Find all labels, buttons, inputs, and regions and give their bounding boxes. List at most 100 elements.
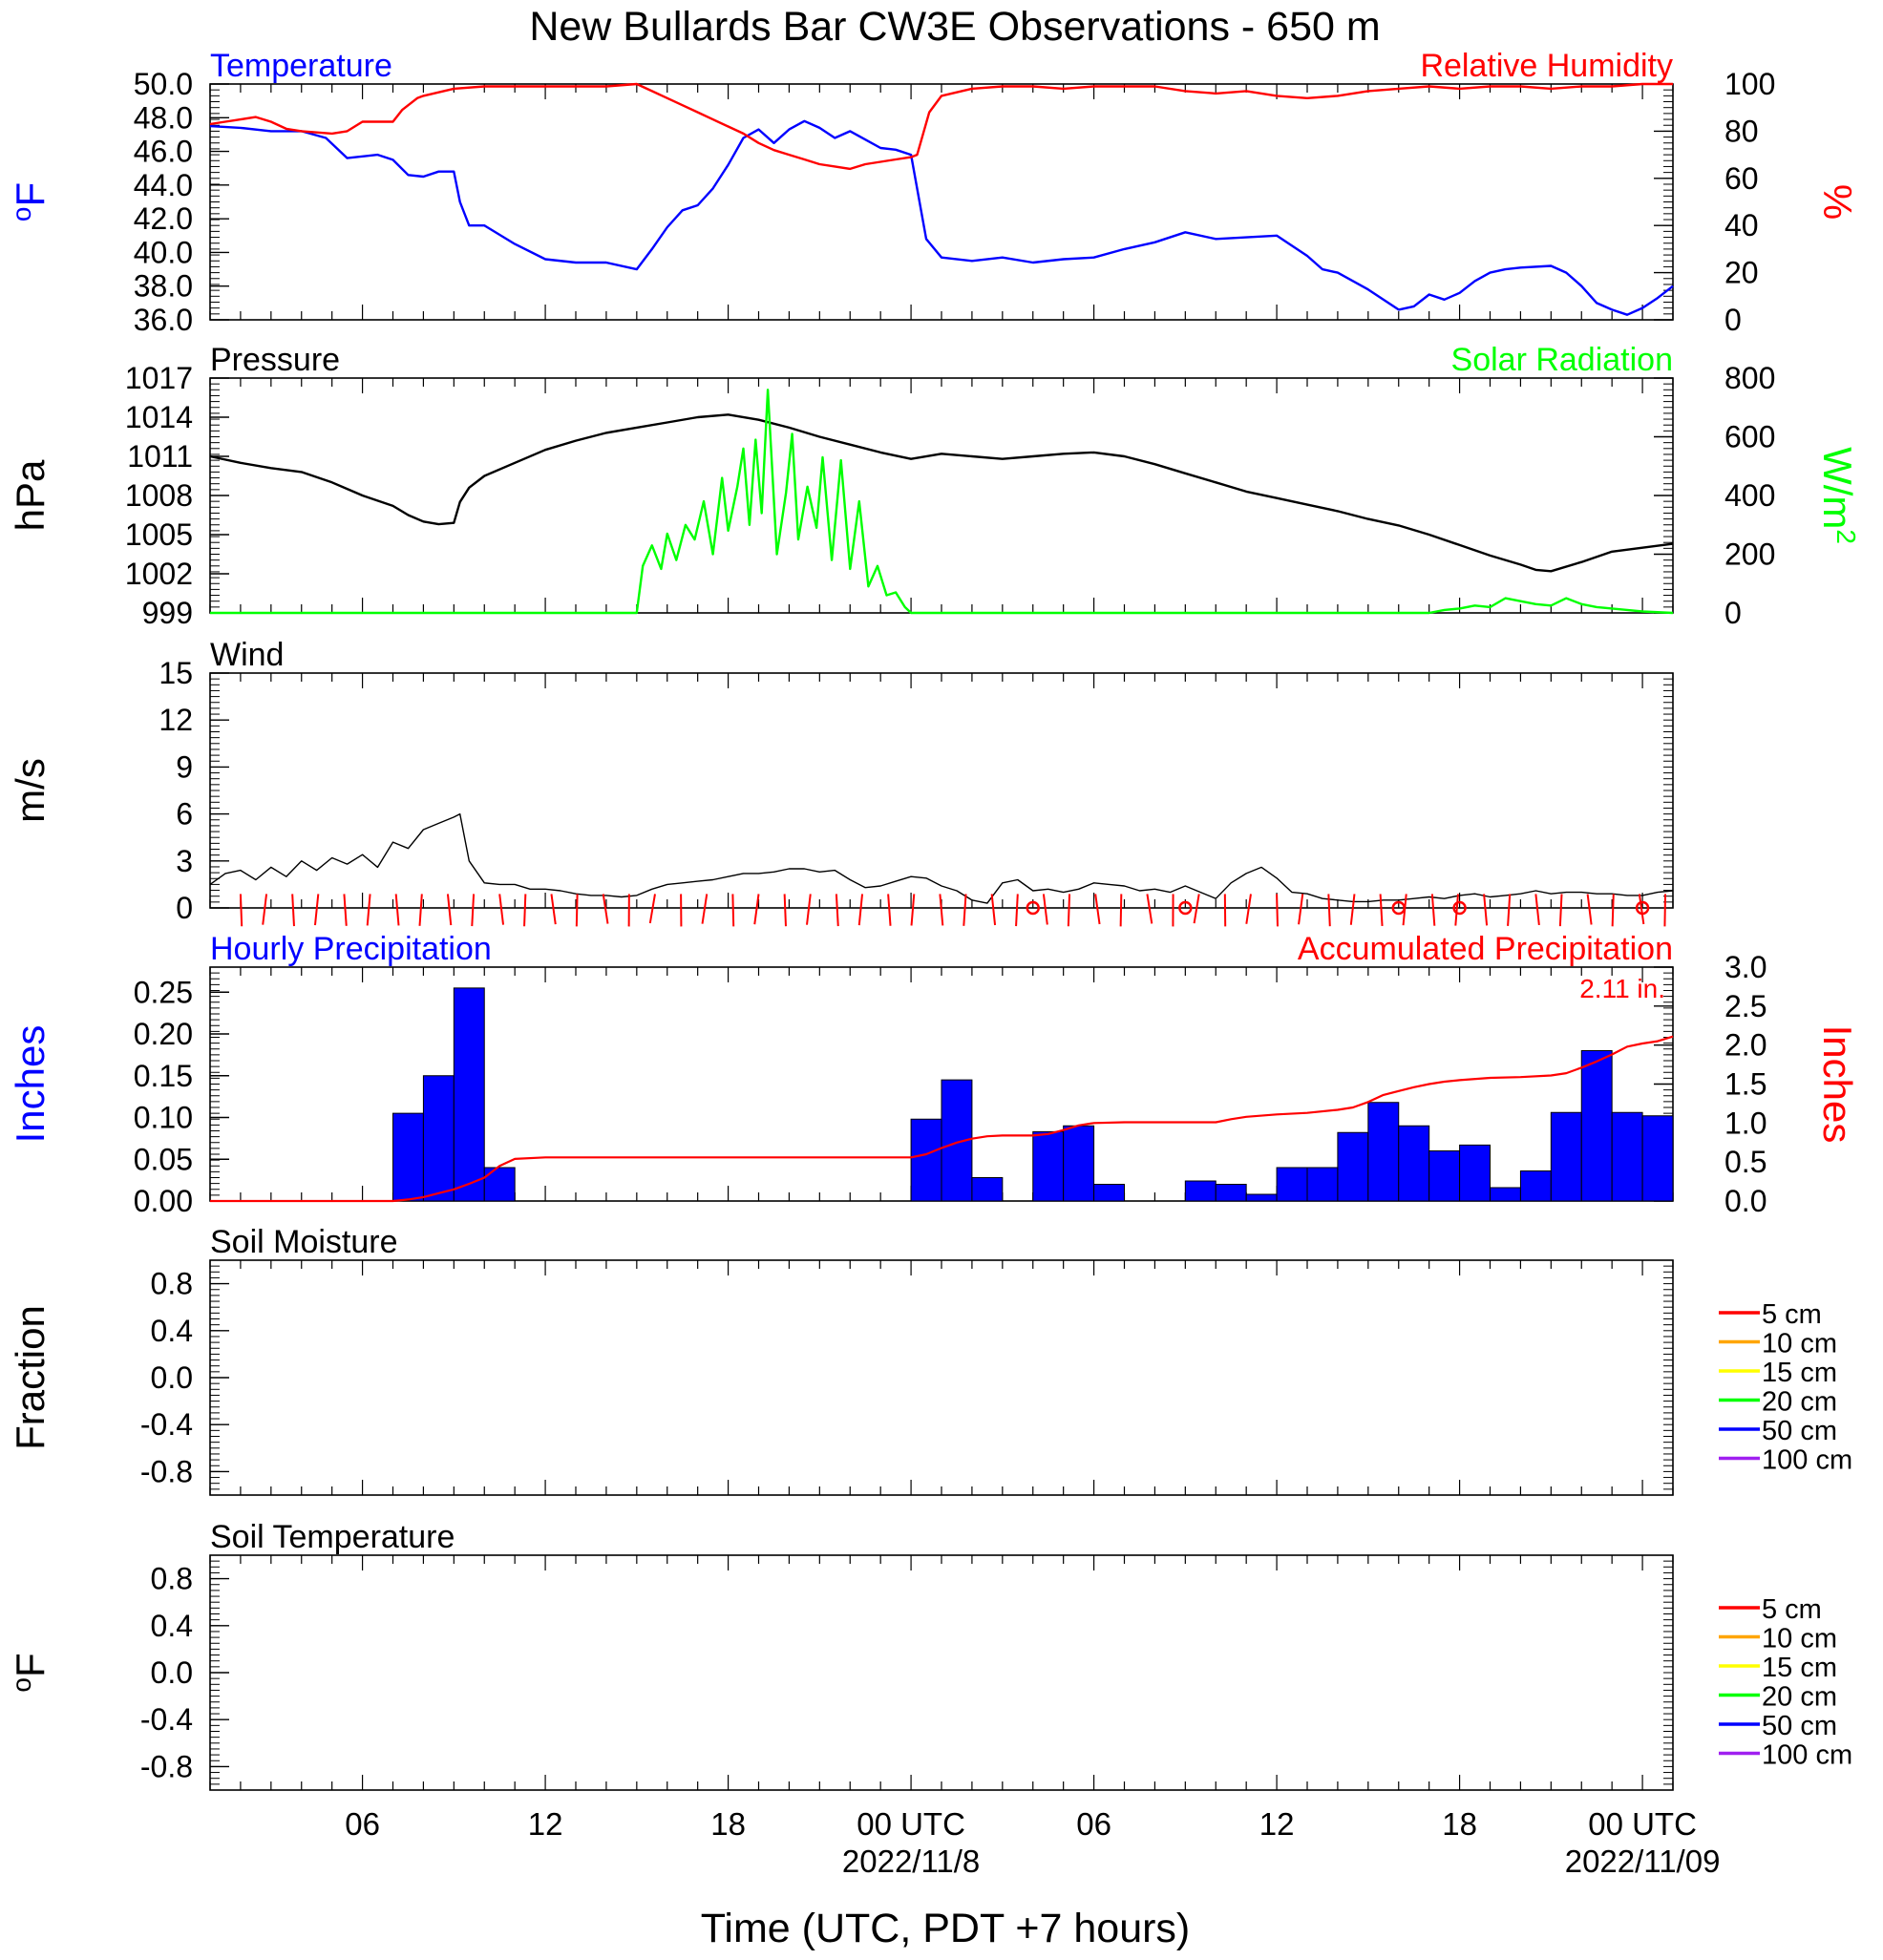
precip-bar — [1032, 1130, 1065, 1202]
wind-barb — [1558, 894, 1563, 927]
wind-barb — [602, 894, 609, 924]
y-tick-label-left: 1005 — [125, 517, 193, 552]
y-tick-label-right: 200 — [1724, 537, 1775, 572]
y-tick-label-left: 0.0 — [151, 1655, 193, 1690]
y-tick-label-left: 46.0 — [134, 135, 193, 169]
accumulated-total-label: 2.11 in. — [1579, 974, 1665, 1003]
legend-label: 15 cm — [1762, 1653, 1837, 1683]
panel-frame — [209, 1554, 1674, 1791]
calm-wind-marker — [1391, 900, 1406, 916]
precip-bar — [1459, 1144, 1492, 1202]
y-tick-label-left: 6 — [176, 797, 193, 832]
wind-barb — [1298, 894, 1304, 925]
wind-barb — [575, 894, 579, 927]
y-axis-label-left: oF — [7, 182, 53, 221]
panel-title-left: Soil Temperature — [210, 1519, 455, 1555]
panel-title-right: Relative Humidity — [1420, 48, 1673, 84]
wind-barb — [753, 894, 760, 925]
precip-bar — [1276, 1167, 1308, 1202]
y-tick-label-left: 0.8 — [151, 1267, 193, 1301]
precip-bar — [1428, 1150, 1461, 1202]
y-tick-label-left: 0.00 — [134, 1184, 193, 1218]
y-tick-label-left: 15 — [159, 656, 193, 690]
precip-bar — [971, 1177, 1004, 1202]
y-axis-label-left: Inches — [8, 1025, 53, 1144]
wind-barb — [1638, 894, 1645, 925]
y-tick-label-right: 800 — [1724, 361, 1775, 395]
y-tick-label-left: 0.20 — [134, 1017, 193, 1051]
legend-label: 15 cm — [1762, 1358, 1837, 1388]
precip-bar — [1245, 1193, 1278, 1202]
precip-bar — [1611, 1111, 1643, 1202]
wind-barb — [731, 894, 735, 927]
wind-barb — [262, 894, 268, 925]
wind-barb — [1067, 894, 1071, 927]
precip-bar — [1093, 1184, 1126, 1202]
wind-barb — [1611, 894, 1615, 927]
y-tick-label-left: -0.4 — [140, 1407, 193, 1442]
precip-bar — [1398, 1125, 1430, 1202]
panel-title-left: Pressure — [210, 342, 340, 378]
wind-barb — [835, 894, 839, 927]
y-tick-label-left: 3 — [176, 844, 193, 878]
y-tick-label-right: 0.0 — [1724, 1184, 1767, 1218]
wind-barb — [887, 894, 892, 926]
y-tick-label-left: 38.0 — [134, 269, 193, 304]
precip-bar — [1550, 1111, 1582, 1202]
wind-barb — [550, 894, 557, 925]
wind-barb — [1042, 894, 1048, 925]
panel-title-left: Soil Moisture — [210, 1224, 398, 1260]
panel-title-right: Accumulated Precipitation — [1298, 931, 1673, 967]
legend-label: 100 cm — [1762, 1740, 1852, 1771]
x-tick-label: 06 — [345, 1806, 380, 1842]
precip-bar — [1519, 1170, 1552, 1202]
wind-barb — [523, 894, 527, 927]
y-tick-label-right: 20 — [1724, 256, 1759, 290]
legend-label: 50 cm — [1762, 1711, 1837, 1741]
wind-barb — [1534, 894, 1540, 926]
y-tick-label-left: 0.25 — [134, 975, 193, 1009]
y-axis-label-left: Fraction — [8, 1305, 53, 1450]
wind-barb — [806, 894, 812, 925]
y-tick-label-left: 0.4 — [151, 1314, 193, 1348]
calm-wind-marker — [1452, 900, 1467, 916]
y-tick-label-left: 0.4 — [151, 1609, 193, 1643]
y-axis-label-left: oF — [7, 1653, 53, 1692]
y-tick-label-left: -0.4 — [140, 1702, 193, 1737]
series-line-pressure — [209, 413, 1674, 573]
y-tick-label-right: 400 — [1724, 478, 1775, 513]
y-tick-label-left: 9 — [176, 749, 193, 784]
wind-barb — [1276, 894, 1279, 927]
x-tick-label: 06 — [1076, 1806, 1111, 1842]
wind-barb — [1430, 894, 1436, 926]
legend-label: 20 cm — [1762, 1682, 1837, 1713]
y-tick-label-left: 48.0 — [134, 100, 193, 135]
y-tick-label-right: 80 — [1724, 114, 1759, 148]
wind-barb — [701, 894, 709, 924]
series-line-wind — [209, 812, 1674, 904]
wind-barb — [1454, 894, 1459, 926]
y-tick-label-left: 44.0 — [134, 168, 193, 202]
y-tick-label-right: 2.5 — [1724, 989, 1767, 1023]
panel-frame — [209, 83, 1674, 321]
panel-frame — [209, 377, 1674, 614]
legend-label: 5 cm — [1762, 1594, 1822, 1625]
y-tick-label-right: 1.5 — [1724, 1067, 1767, 1102]
panel-4: Hourly Precipitation Accumulated Precipit… — [8, 931, 1860, 1218]
precip-bar — [483, 1167, 516, 1202]
x-tick-date-label: 2022/11/8 — [842, 1844, 980, 1879]
wind-barb — [910, 894, 916, 926]
wind-barb — [990, 894, 997, 926]
panels: Temperature Relative Humidity 36.038.040.0… — [7, 48, 1861, 1791]
wind-barb — [366, 894, 371, 926]
wind-barb — [939, 894, 944, 926]
x-tick-label: 12 — [1259, 1806, 1295, 1842]
wind-barb — [1663, 894, 1667, 927]
y-axis-label-right: % — [1815, 184, 1860, 220]
x-axis-label: Time (UTC, PDT +7 hours) — [701, 1906, 1191, 1951]
precip-bar — [1490, 1187, 1521, 1202]
y-tick-label-left: 42.0 — [134, 201, 193, 236]
wind-barb — [1193, 894, 1200, 924]
y-tick-label-left: 36.0 — [134, 303, 193, 337]
